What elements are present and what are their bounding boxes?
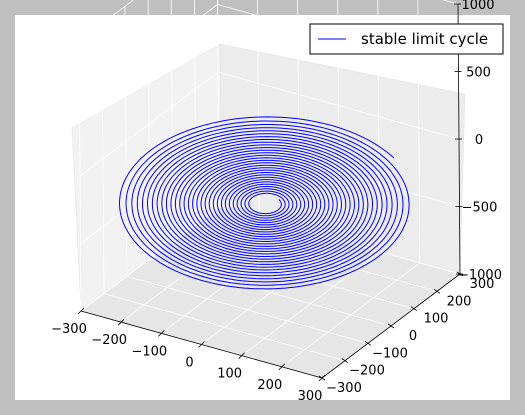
z-tick-label: 0	[475, 133, 483, 148]
x-tick-mark	[117, 318, 125, 326]
grid-line-z	[80, 206, 461, 312]
x-tick-label: 0	[185, 356, 193, 371]
x-tick-mark	[77, 307, 85, 315]
grid-line-z	[78, 0, 459, 42]
y-tick-label: −100	[372, 346, 408, 361]
x-tick-label: 200	[257, 378, 282, 393]
y-tick-label: 0	[409, 329, 417, 344]
x-tick-mark	[278, 363, 286, 371]
z-tick-label: −500	[462, 201, 498, 216]
tick-labels: −300−200−1000100200300−300−200−100010020…	[51, 0, 502, 404]
y-tick-mark	[410, 306, 418, 311]
x-tick-mark	[198, 341, 205, 348]
x-tick-label: −300	[51, 322, 87, 337]
x-tick-label: 100	[217, 367, 242, 382]
y-tick-label: 200	[447, 294, 472, 309]
legend-entry-label: stable limit cycle	[361, 30, 488, 48]
x-tick-label: −200	[91, 333, 127, 348]
y-tick-label: 100	[424, 312, 449, 327]
y-tick-mark	[341, 358, 349, 363]
x-tick-label: 300	[298, 389, 323, 404]
z-tick-label: 500	[466, 66, 491, 81]
y-tick-mark	[364, 341, 372, 346]
y-tick-label: −300	[326, 381, 362, 396]
y-tick-mark	[433, 289, 441, 294]
grid-line-z	[79, 71, 460, 177]
series-line-stable-limit-cycle	[118, 116, 410, 290]
y-tick-label: −200	[349, 364, 385, 379]
y-tick-mark	[318, 375, 326, 381]
z-tick-label: −1000	[458, 268, 502, 283]
x-tick-label: −100	[131, 344, 167, 359]
tick-marks	[77, 3, 464, 382]
x-tick-mark	[238, 352, 245, 359]
y-tick-label: 300	[470, 277, 495, 292]
legend: stable limit cycle	[309, 23, 504, 55]
y-tick-mark	[387, 323, 395, 329]
z-tick-label: 1000	[461, 0, 494, 13]
legend-box	[309, 23, 504, 55]
x-tick-mark	[158, 330, 165, 337]
